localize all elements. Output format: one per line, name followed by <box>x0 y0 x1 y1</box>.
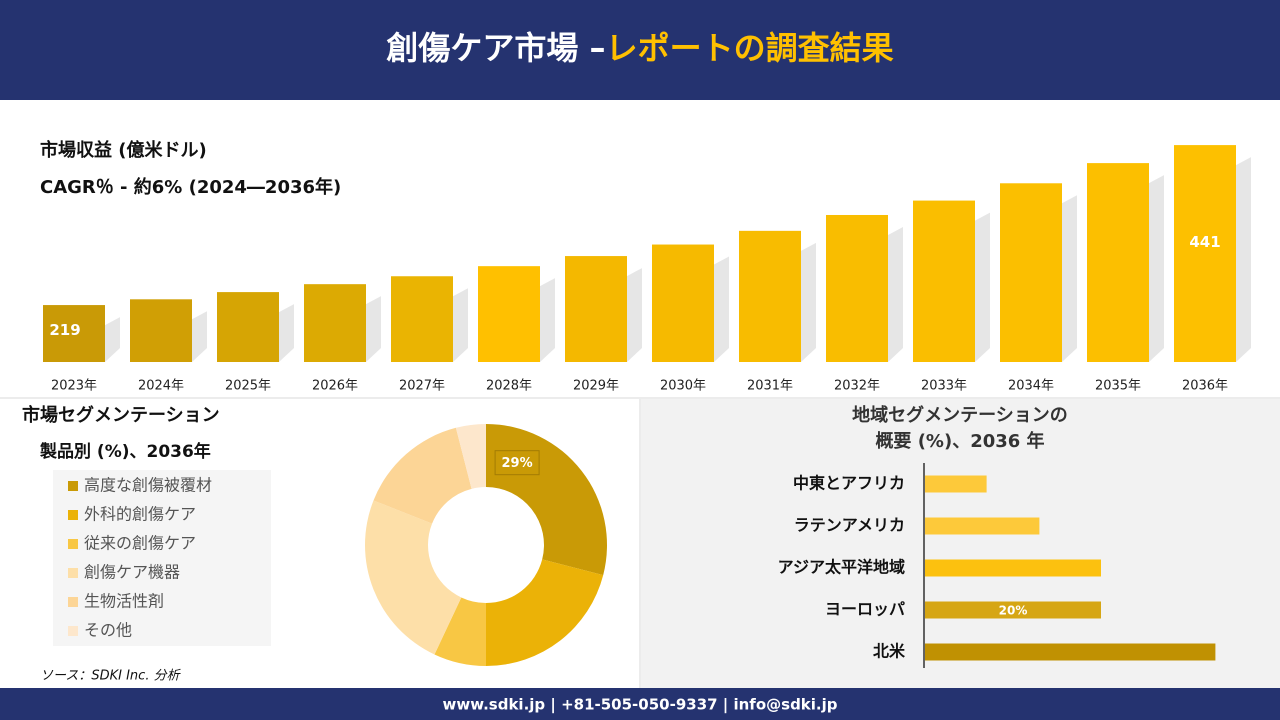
bar-shadow <box>1236 157 1251 362</box>
bar <box>1174 145 1236 362</box>
bar <box>217 292 279 362</box>
x-tick-label: 2035年 <box>1095 379 1141 394</box>
legend-label: 外科的創傷ケア <box>84 505 196 524</box>
legend-swatch <box>68 481 78 491</box>
legend-label: 従来の創傷ケア <box>84 534 196 553</box>
title-main: 創傷ケア市場 – <box>386 29 605 67</box>
bar <box>826 214 888 362</box>
donut-slice <box>486 559 604 666</box>
bar <box>925 559 1101 577</box>
bar-shadow <box>1062 195 1077 362</box>
bar <box>478 266 540 362</box>
legend-label: 創傷ケア機器 <box>84 563 180 582</box>
x-tick-label: 2026年 <box>312 379 358 394</box>
x-tick-label: 2032年 <box>834 379 880 394</box>
bar-shadow <box>540 278 555 362</box>
category-label: アジア太平洋地域 <box>778 558 905 577</box>
legend-swatch <box>68 568 78 578</box>
legend-swatch <box>68 539 78 549</box>
bar <box>925 517 1040 535</box>
bar-shadow <box>366 296 381 362</box>
bar-shadow <box>192 311 207 362</box>
bar <box>1000 183 1062 362</box>
value-label: 219 <box>49 321 80 339</box>
bar-shadow <box>975 212 990 362</box>
value-label: 29% <box>502 456 533 471</box>
region-title: 地域セグメンテーションの <box>852 404 1068 426</box>
segment-title: 市場セグメンテーション <box>22 404 220 426</box>
x-tick-label: 2029年 <box>573 379 619 394</box>
bar <box>925 643 1216 661</box>
bar <box>925 475 987 493</box>
label-box <box>494 450 540 476</box>
legend-box <box>53 470 271 646</box>
x-tick-label: 2028年 <box>486 379 532 394</box>
category-label: ラテンアメリカ <box>794 516 905 535</box>
bar-shadow <box>453 288 468 362</box>
bar-shadow <box>1149 175 1164 362</box>
x-tick-label: 2033年 <box>921 379 967 394</box>
header-bar <box>0 0 1280 100</box>
legend-label: 高度な創傷被覆材 <box>84 476 212 495</box>
donut-slice <box>434 597 486 666</box>
bar-shadow <box>627 268 642 362</box>
revenue-title: 市場収益 (億米ドル) <box>40 139 207 161</box>
value-label: 441 <box>1189 233 1220 251</box>
x-tick-label: 2024年 <box>138 379 184 394</box>
x-tick-label: 2027年 <box>399 379 445 394</box>
x-tick-label: 2034年 <box>1008 379 1054 394</box>
source: ソース：SDKI Inc. 分析 <box>40 669 182 684</box>
legend-swatch <box>68 597 78 607</box>
legend-swatch <box>68 510 78 520</box>
revenue-subtitle: CAGR％ - 約6% (2024―2036年) <box>40 176 341 198</box>
x-tick-label: 2031年 <box>747 379 793 394</box>
legend-swatch <box>68 626 78 636</box>
bar-shadow <box>714 256 729 362</box>
category-label: 北米 <box>873 642 906 661</box>
bar <box>1087 163 1149 362</box>
bar-shadow <box>801 242 816 362</box>
donut-slice <box>365 500 462 655</box>
donut-slice <box>455 424 486 489</box>
x-tick-label: 2036年 <box>1182 379 1228 394</box>
bar <box>565 256 627 362</box>
bar <box>925 601 1101 619</box>
bar-shadow <box>888 226 903 362</box>
value-label: 20% <box>999 604 1028 618</box>
footer-bar <box>0 688 1280 720</box>
title-highlight: レポートの調査結果 <box>606 29 894 67</box>
segment-subtitle: 製品別 (%)、2036年 <box>39 441 211 462</box>
header-title: 創傷ケア市場 –レポートの調査結果 <box>386 29 893 67</box>
bar-shadow <box>279 304 294 362</box>
bar <box>739 230 801 362</box>
legend-label: その他 <box>84 621 132 640</box>
bar <box>391 276 453 362</box>
bar <box>130 299 192 362</box>
bar <box>43 305 105 362</box>
category-label: 中東とアフリカ <box>793 474 905 493</box>
bar <box>304 284 366 362</box>
bar <box>913 200 975 362</box>
x-tick-label: 2030年 <box>660 379 706 394</box>
region-panel <box>641 399 1280 688</box>
bar <box>652 244 714 362</box>
bar-shadow <box>105 317 120 362</box>
category-label: ヨーロッパ <box>825 600 905 619</box>
legend-label: 生物活性剤 <box>84 592 164 611</box>
x-tick-label: 2023年 <box>51 379 97 394</box>
region-title: 概要 (%)、2036 年 <box>875 430 1044 452</box>
x-tick-label: 2025年 <box>225 379 271 394</box>
donut-slice <box>373 427 472 524</box>
footer-contact: www.sdki.jp | +81-505-050-9337 | info@sd… <box>442 696 837 715</box>
